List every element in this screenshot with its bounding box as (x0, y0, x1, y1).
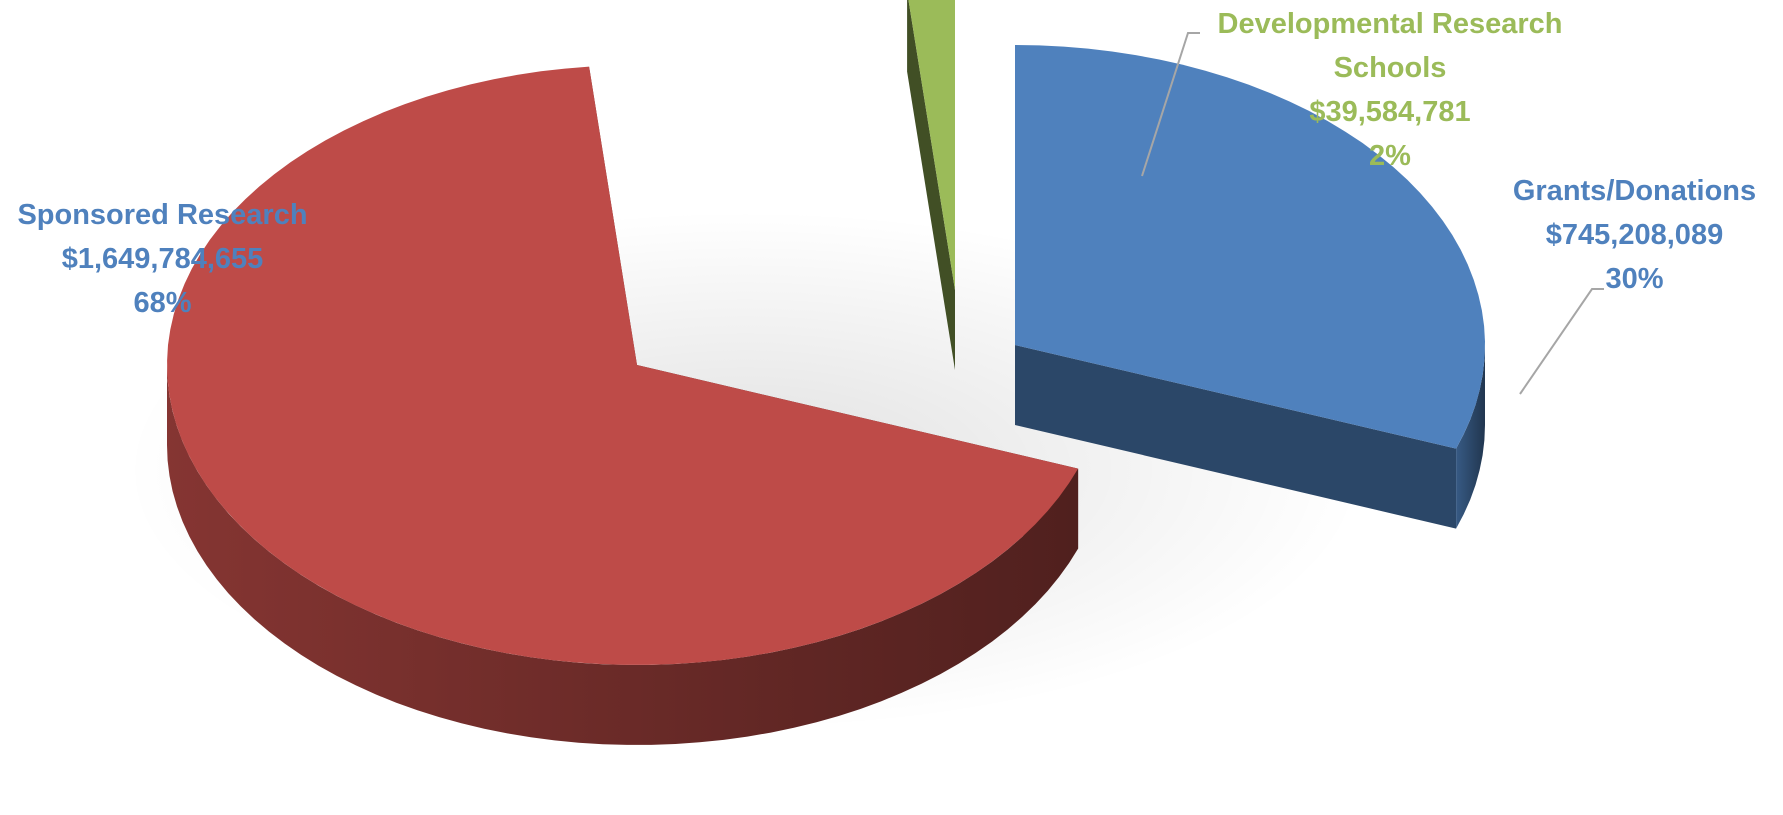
slice-percent-grants-donations: 30% (1605, 263, 1664, 295)
data-label-grants-donations: Grants/Donations $745,208,089 30% (1486, 169, 1783, 301)
slice-value-sponsored-research: $1,649,784,655 (61, 243, 264, 275)
data-label-sponsored-research: Sponsored Research $1,649,784,655 68% (0, 193, 325, 325)
slice-top-grants-donations (1015, 45, 1485, 449)
slice-top-sponsored-research (167, 66, 1079, 665)
slice-value-developmental-research-schools: $39,584,781 (1309, 96, 1471, 128)
slice-side-wall-grants-donations (1015, 345, 1457, 529)
slice-name-sponsored-research: Sponsored Research (17, 199, 308, 231)
slice-side-wall-developmental-research-schools (907, 0, 955, 370)
data-label-developmental-research-schools: Developmental Research Schools $39,584,7… (1185, 2, 1595, 178)
slice-percent-sponsored-research: 68% (133, 287, 192, 319)
slice-top-developmental-research-schools (908, 0, 955, 290)
slice-outer-wall-sponsored-research (167, 365, 1079, 745)
slice-name-developmental-research-line1: Developmental Research (1217, 8, 1563, 40)
pie-slice-grants-donations (1015, 45, 1485, 529)
slice-name-grants-donations: Grants/Donations (1512, 175, 1757, 207)
pie-slice-sponsored-research (167, 66, 1079, 745)
pie-slice-developmental-research-schools (907, 0, 955, 370)
slice-percent-developmental-research-schools: 2% (1369, 140, 1411, 172)
slice-name-developmental-research-line2: Schools (1333, 52, 1447, 84)
slice-value-grants-donations: $745,208,089 (1545, 219, 1724, 251)
leader-line-grants-donations (1519, 288, 1604, 395)
leader-line-developmental-research-schools (1141, 32, 1200, 177)
slice-outer-wall-grants-donations (1456, 345, 1485, 529)
